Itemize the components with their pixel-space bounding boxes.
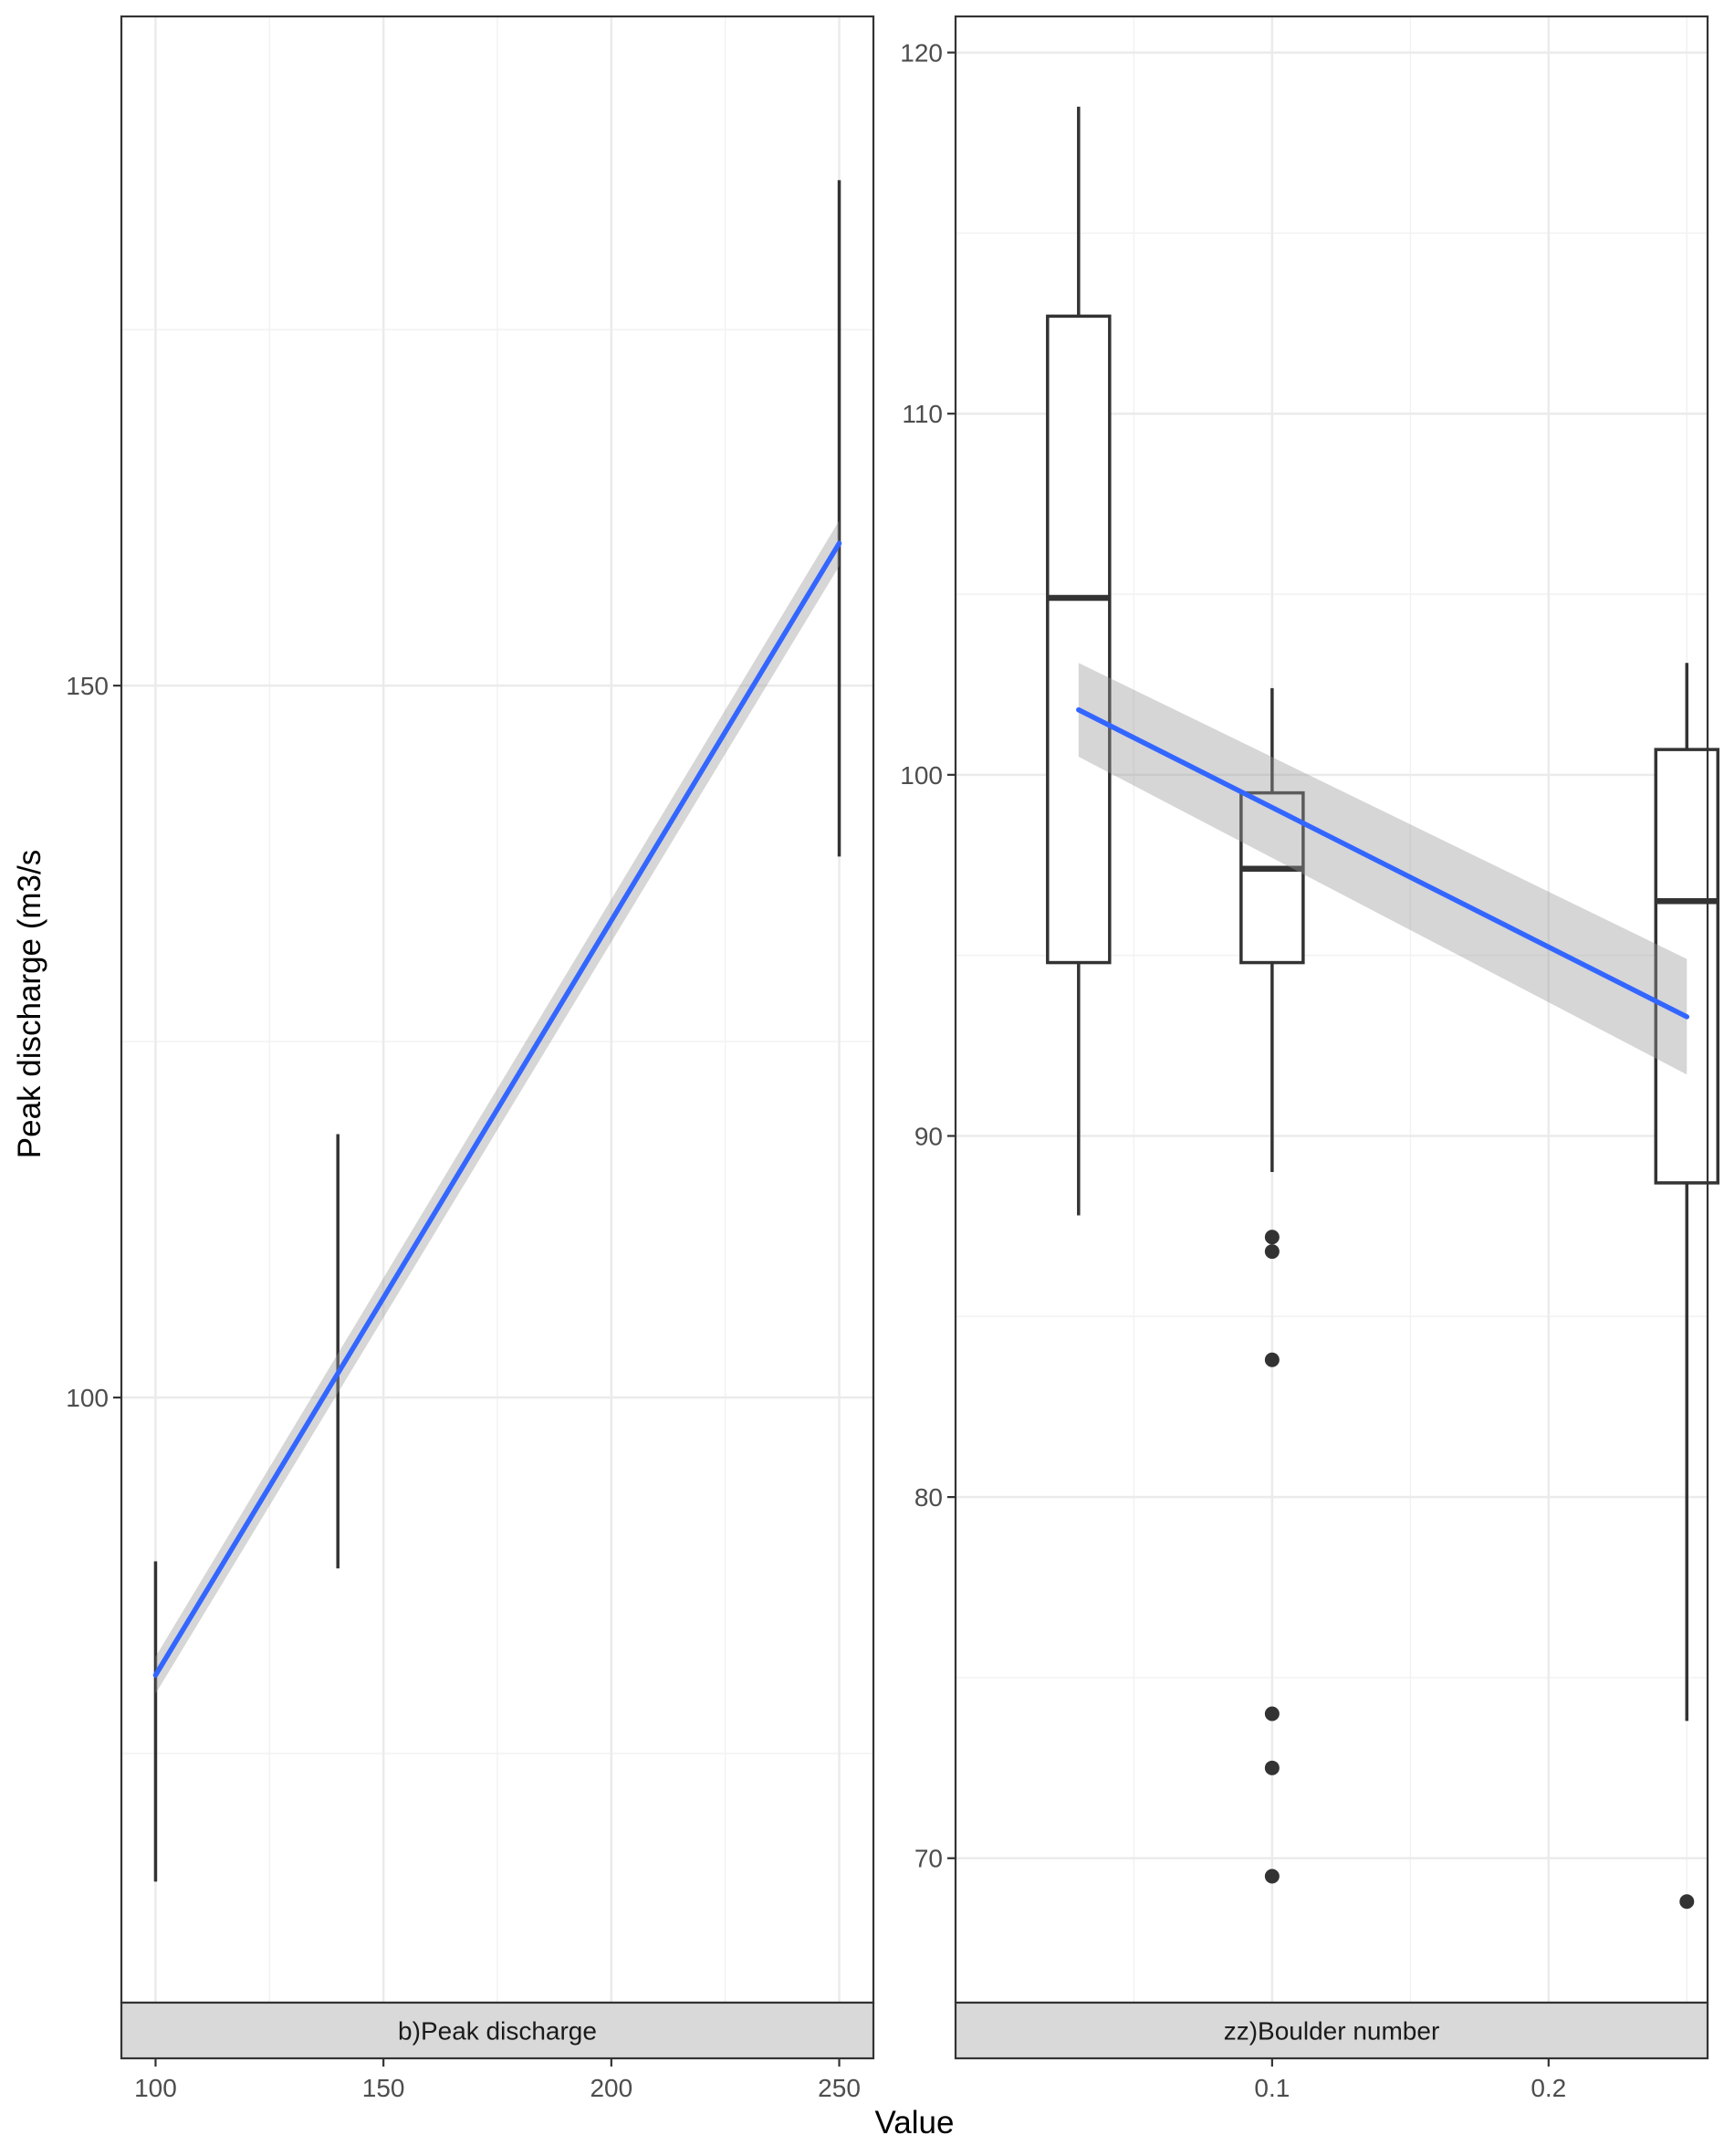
x-axis-title: Value: [875, 2105, 955, 2140]
outlier-point: [1264, 1244, 1280, 1260]
trend-line: [152, 540, 842, 1678]
facet-strip: [120, 2001, 875, 2060]
facet-strip-label: zz)Boulder number: [1224, 2017, 1440, 2046]
outlier-point: [1264, 1760, 1280, 1775]
y-tick-label: 100: [66, 1384, 109, 1412]
x-tick-label: 200: [590, 2074, 632, 2102]
box-iqr: [1046, 314, 1112, 965]
outlier-point: [1679, 1894, 1695, 1910]
y-tick-label: 120: [900, 39, 943, 68]
x-tick-label: 150: [362, 2074, 405, 2102]
y-tick-label: 110: [902, 400, 943, 428]
facet-strip-label: b)Peak discharge: [398, 2017, 597, 2046]
x-tick-label: 250: [818, 2074, 861, 2102]
confidence-band: [1078, 663, 1687, 1075]
facet-strip: [954, 2001, 1709, 2060]
y-tick-label: 80: [914, 1483, 943, 1512]
y-tick-label: 100: [900, 761, 943, 790]
outlier-point: [1264, 1868, 1280, 1884]
x-tick-label: 0.2: [1531, 2074, 1566, 2102]
x-tick-label: 100: [134, 2074, 177, 2102]
panel-boulder-number: zz)Boulder number 70 80 90 100 110 120 0.1 0.2: [900, 15, 1720, 2102]
y-axis-title: Peak discharge (m3/s: [12, 850, 47, 1158]
x-tick-label: 0.1: [1254, 2074, 1290, 2102]
y-tick-label: 70: [914, 1845, 943, 1873]
y-tick-label: 150: [66, 672, 109, 700]
panel-peak-discharge: b)Peak discharge 100 150 100 150 200 250: [66, 15, 875, 2102]
outlier-point: [1264, 1352, 1280, 1367]
outlier-point: [1264, 1706, 1280, 1722]
y-tick-label: 90: [914, 1122, 943, 1150]
outlier-point: [1264, 1230, 1280, 1245]
trend-line: [1076, 706, 1690, 1020]
box-iqr: [1239, 790, 1305, 965]
